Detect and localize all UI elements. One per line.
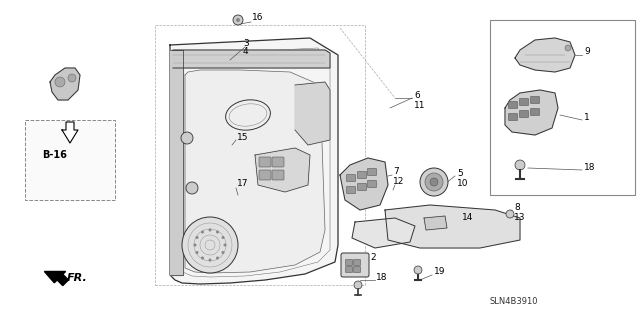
Circle shape (201, 256, 204, 259)
Text: 7: 7 (393, 167, 399, 176)
Text: 6: 6 (414, 91, 420, 100)
FancyBboxPatch shape (358, 172, 367, 179)
Circle shape (506, 210, 514, 218)
FancyBboxPatch shape (509, 114, 518, 121)
FancyBboxPatch shape (367, 168, 376, 175)
FancyBboxPatch shape (367, 181, 376, 188)
Text: FR.: FR. (67, 273, 88, 283)
FancyBboxPatch shape (346, 187, 355, 194)
FancyBboxPatch shape (531, 108, 540, 115)
FancyBboxPatch shape (259, 157, 271, 167)
Polygon shape (424, 216, 447, 230)
Text: 8: 8 (514, 203, 520, 211)
Polygon shape (44, 271, 68, 286)
Circle shape (216, 256, 219, 259)
Circle shape (193, 243, 196, 247)
Circle shape (186, 182, 198, 194)
FancyBboxPatch shape (272, 170, 284, 180)
Text: 10: 10 (457, 179, 468, 188)
Polygon shape (185, 70, 325, 273)
Text: 4: 4 (243, 48, 248, 56)
Text: B-16: B-16 (43, 150, 67, 160)
Circle shape (216, 231, 219, 234)
Bar (155, 25, 365, 285)
Text: 14: 14 (462, 213, 474, 222)
Circle shape (414, 266, 422, 274)
Polygon shape (352, 218, 415, 248)
Circle shape (195, 236, 198, 239)
Polygon shape (515, 38, 575, 72)
FancyBboxPatch shape (341, 253, 369, 277)
Circle shape (182, 217, 238, 273)
Polygon shape (170, 38, 338, 284)
Text: 11: 11 (414, 100, 426, 109)
Circle shape (223, 243, 227, 247)
Circle shape (515, 160, 525, 170)
Bar (25, 120, 115, 200)
FancyBboxPatch shape (353, 266, 360, 272)
Circle shape (195, 251, 198, 254)
Text: 15: 15 (237, 132, 248, 142)
Text: 18: 18 (584, 162, 595, 172)
Polygon shape (50, 68, 80, 100)
Text: 5: 5 (457, 168, 463, 177)
Polygon shape (170, 50, 183, 275)
Circle shape (430, 178, 438, 186)
Circle shape (209, 228, 211, 232)
Circle shape (209, 258, 211, 262)
Circle shape (236, 18, 240, 22)
Polygon shape (255, 148, 310, 192)
Text: 1: 1 (584, 113, 589, 122)
FancyBboxPatch shape (520, 99, 529, 106)
Polygon shape (505, 90, 558, 135)
Text: 18: 18 (376, 273, 387, 283)
Circle shape (354, 281, 362, 289)
Text: 16: 16 (252, 13, 264, 23)
FancyBboxPatch shape (272, 157, 284, 167)
FancyBboxPatch shape (346, 174, 355, 182)
Circle shape (55, 77, 65, 87)
Text: 9: 9 (584, 48, 589, 56)
Circle shape (201, 231, 204, 234)
FancyBboxPatch shape (509, 101, 518, 108)
FancyBboxPatch shape (353, 259, 360, 265)
FancyBboxPatch shape (346, 266, 353, 272)
Circle shape (233, 15, 243, 25)
Text: 13: 13 (514, 212, 525, 221)
Bar (490, 20, 635, 195)
Circle shape (565, 45, 571, 51)
Text: 19: 19 (434, 268, 445, 277)
Polygon shape (173, 50, 330, 68)
Polygon shape (62, 122, 78, 143)
FancyBboxPatch shape (358, 183, 367, 190)
FancyBboxPatch shape (531, 97, 540, 103)
Circle shape (221, 251, 225, 254)
Polygon shape (385, 205, 520, 248)
FancyBboxPatch shape (520, 110, 529, 117)
Text: 12: 12 (393, 177, 404, 187)
Circle shape (221, 236, 225, 239)
FancyBboxPatch shape (346, 259, 353, 265)
Circle shape (420, 168, 448, 196)
Polygon shape (295, 82, 330, 145)
Text: 2: 2 (370, 253, 376, 262)
Circle shape (425, 173, 443, 191)
Text: 17: 17 (237, 179, 248, 188)
Polygon shape (340, 158, 388, 210)
Circle shape (68, 74, 76, 82)
Circle shape (181, 132, 193, 144)
FancyBboxPatch shape (259, 170, 271, 180)
Text: 3: 3 (243, 40, 249, 48)
Text: SLN4B3910: SLN4B3910 (490, 298, 538, 307)
